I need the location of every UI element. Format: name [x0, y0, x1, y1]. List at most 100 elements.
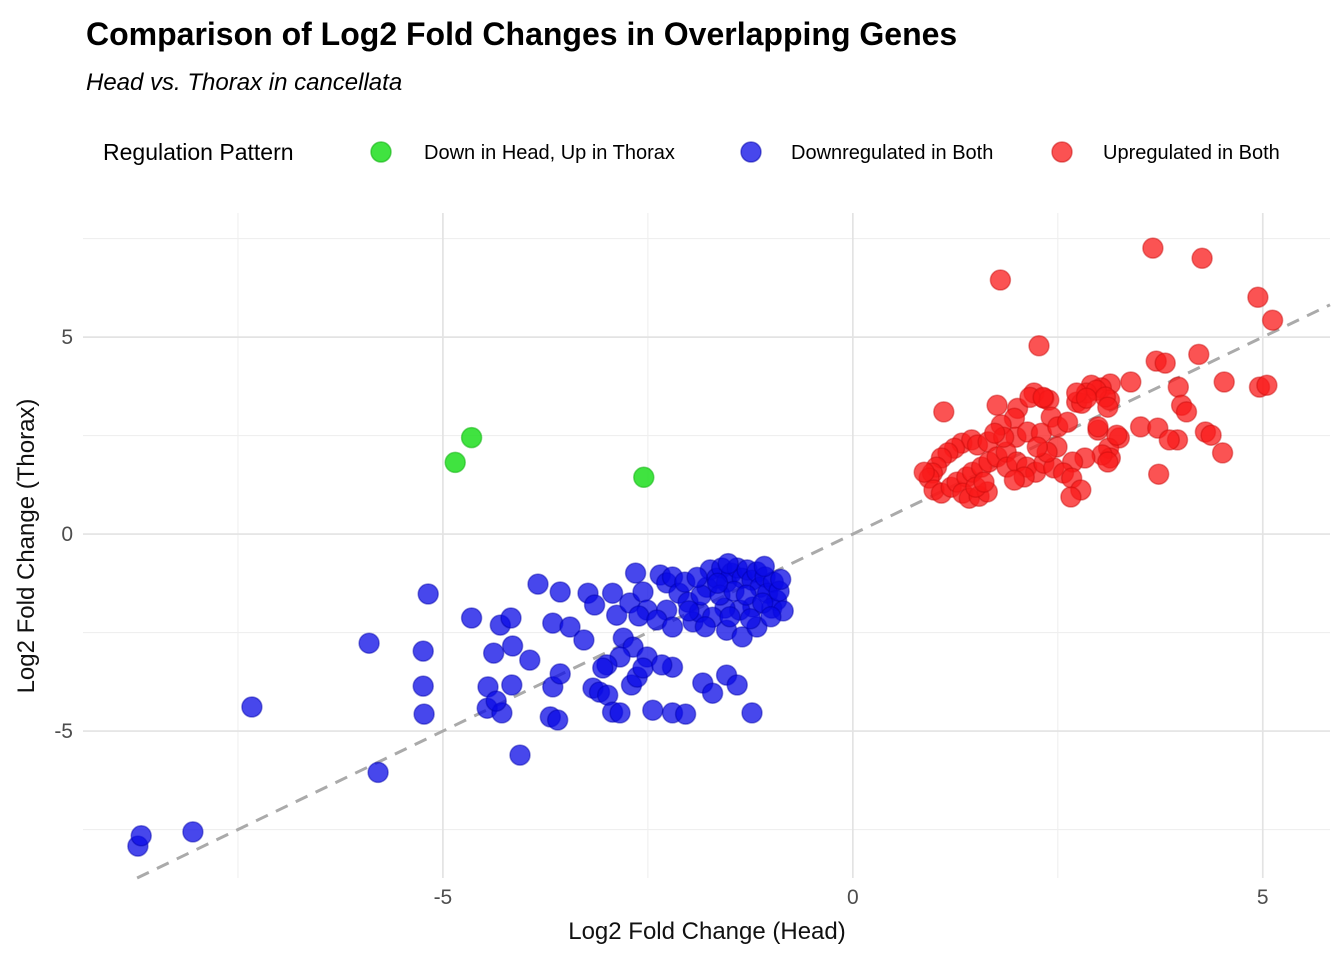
data-point: [674, 703, 697, 725]
data-point: [701, 682, 724, 704]
legend-label-upregulated-both: Upregulated in Both: [1103, 142, 1280, 164]
data-point: [241, 696, 263, 718]
legend-swatch-red-icon: [1051, 141, 1073, 163]
data-point: [130, 825, 152, 847]
data-point: [559, 616, 581, 638]
data-point: [694, 615, 717, 638]
data-point: [1247, 286, 1269, 309]
data-point: [1211, 442, 1234, 464]
data-point: [358, 632, 380, 654]
y-axis-title: Log2 Fold Change (Thorax): [13, 399, 40, 694]
data-point: [741, 702, 763, 724]
scatter-points: [127, 237, 1284, 857]
data-point: [509, 744, 531, 766]
y-tick-label: -5: [54, 720, 73, 743]
data-point: [460, 607, 483, 629]
data-point: [989, 269, 1012, 291]
legend: Regulation Pattern Down in Head, Up in T…: [103, 139, 1280, 165]
data-point: [482, 642, 505, 664]
data-point: [549, 663, 571, 685]
data-point: [753, 555, 776, 578]
data-point: [367, 761, 389, 784]
data-point: [605, 604, 628, 626]
legend-swatch-blue-icon: [740, 141, 762, 163]
data-point: [412, 640, 434, 662]
data-point: [1028, 335, 1050, 357]
data-point: [726, 674, 748, 696]
series-down-in-head-up-in-thorax: [444, 426, 655, 489]
data-point: [651, 654, 673, 676]
data-point: [417, 583, 439, 605]
data-point: [678, 600, 700, 622]
data-point: [501, 674, 523, 696]
data-point: [986, 394, 1008, 417]
data-point: [731, 626, 753, 648]
data-point: [1097, 451, 1119, 473]
data-point: [760, 606, 782, 628]
data-point: [1106, 424, 1128, 446]
data-point: [983, 422, 1006, 444]
legend-label-downregulated-both: Downregulated in Both: [791, 142, 993, 164]
data-point: [686, 566, 708, 589]
data-point: [500, 607, 522, 629]
data-point: [485, 690, 507, 712]
data-point: [1120, 371, 1142, 393]
data-point: [1056, 411, 1079, 433]
gridlines: [83, 213, 1330, 878]
data-point: [624, 562, 647, 584]
data-point: [573, 629, 595, 651]
data-point: [1158, 429, 1181, 451]
data-point: [719, 606, 741, 628]
data-point: [933, 401, 955, 423]
data-point: [1060, 486, 1082, 508]
data-point: [583, 594, 606, 616]
data-point: [633, 466, 655, 489]
data-point: [1200, 424, 1222, 446]
data-point: [182, 821, 204, 843]
data-point: [1097, 396, 1119, 418]
data-point: [549, 581, 571, 603]
data-point: [1188, 343, 1210, 366]
data-point: [642, 699, 664, 721]
data-point: [973, 471, 995, 493]
x-tick-label: -5: [434, 886, 453, 909]
data-point: [717, 552, 739, 575]
data-point: [412, 675, 434, 697]
data-point: [1175, 401, 1198, 423]
data-point: [769, 568, 792, 591]
y-tick-label: 0: [61, 523, 73, 546]
data-point: [632, 657, 654, 679]
legend-label-down-head-up-thorax: Down in Head, Up in Thorax: [424, 142, 675, 164]
chart-title: Comparison of Log2 Fold Changes in Overl…: [86, 16, 957, 52]
data-point: [527, 573, 549, 595]
data-point: [1191, 247, 1213, 270]
data-point: [1026, 436, 1049, 458]
data-point: [1147, 463, 1170, 485]
data-point: [1087, 416, 1109, 438]
data-point: [1003, 469, 1026, 491]
data-point: [1213, 371, 1235, 393]
chart-subtitle: Head vs. Thorax in cancellata: [86, 69, 402, 96]
data-point: [632, 581, 654, 603]
data-point: [460, 426, 483, 449]
legend-title: Regulation Pattern: [103, 139, 294, 165]
data-point: [913, 461, 935, 483]
data-point: [1256, 374, 1278, 396]
data-point: [1032, 386, 1054, 409]
data-point: [1167, 376, 1190, 398]
series-upregulated-in-both: [913, 237, 1284, 509]
data-point: [501, 635, 524, 657]
legend-swatch-green-icon: [370, 141, 392, 163]
data-point: [1261, 309, 1284, 331]
x-axis-title: Log2 Fold Change (Head): [568, 918, 846, 945]
y-tick-label: 5: [61, 326, 73, 349]
data-point: [601, 582, 624, 604]
data-point: [628, 605, 650, 627]
data-point: [739, 608, 762, 630]
data-point: [519, 649, 541, 671]
data-point: [706, 572, 729, 595]
data-point: [413, 703, 435, 725]
